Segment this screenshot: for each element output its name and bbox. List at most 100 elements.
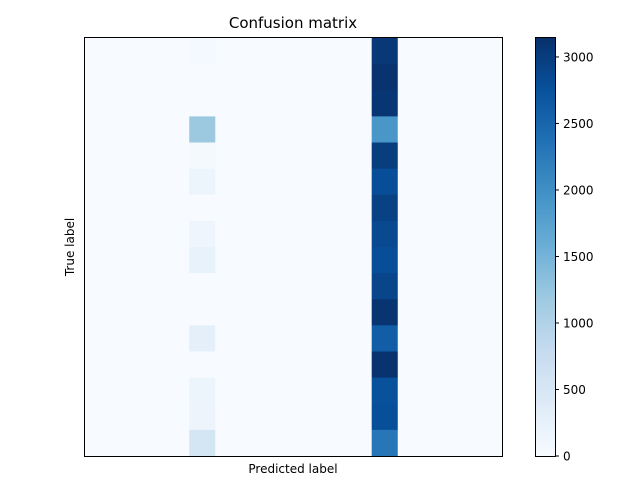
colorbar-tick-label: 500 [563, 383, 586, 397]
heatmap-cell-r10-c14 [449, 299, 477, 326]
heatmap-cell-r2-c14 [449, 90, 477, 117]
heatmap-cell-r11-c4 [189, 325, 216, 352]
heatmap-cell-r8-c15 [475, 247, 503, 274]
heatmap-cell-r1-c9 [319, 64, 347, 91]
heatmap-cell-r10-c9 [319, 299, 347, 326]
heatmap-cell-r4-c12 [397, 142, 425, 170]
heatmap-cell-r12-c7 [267, 351, 294, 379]
heatmap-cell-r1-c1 [111, 64, 138, 91]
heatmap-cell-r0-c1 [111, 38, 138, 65]
heatmap-cell-r14-c5 [215, 403, 242, 431]
heatmap-cell-r14-c11 [371, 403, 399, 431]
heatmap-cell-r15-c1 [111, 429, 138, 457]
heatmap-cell-r10-c8 [293, 299, 320, 326]
heatmap-cell-r6-c13 [423, 194, 451, 222]
heatmap-cell-r5-c9 [319, 168, 347, 196]
heatmap-cell-r2-c3 [163, 90, 190, 117]
heatmap-cell-r2-c5 [215, 90, 242, 117]
colorbar-tick-label: 3000 [563, 50, 594, 64]
heatmap-cell-r12-c0 [85, 351, 112, 379]
heatmap-cell-r0-c2 [137, 38, 164, 65]
heatmap-cell-r10-c13 [423, 299, 451, 326]
heatmap-cell-r11-c5 [215, 325, 242, 352]
heatmap-cell-r9-c0 [85, 273, 112, 300]
heatmap-cell-r2-c1 [111, 90, 138, 117]
heatmap-cell-r4-c13 [423, 142, 451, 170]
heatmap-cell-r10-c11 [371, 299, 399, 326]
heatmap-cell-r10-c6 [241, 299, 268, 326]
heatmap-cell-r5-c5 [215, 168, 242, 196]
heatmap-cell-r11-c14 [449, 325, 477, 352]
heatmap-cell-r8-c2 [137, 247, 164, 274]
heatmap-cell-r4-c7 [267, 142, 294, 170]
heatmap-cell-r9-c3 [163, 273, 190, 300]
heatmap-cell-r8-c0 [85, 247, 112, 274]
heatmap-cell-r2-c11 [371, 90, 399, 117]
heatmap-cell-r14-c7 [267, 403, 294, 431]
heatmap-cell-r1-c7 [267, 64, 294, 91]
heatmap-cell-r11-c9 [319, 325, 347, 352]
heatmap-cell-r0-c9 [319, 38, 347, 65]
heatmap-cell-r15-c10 [345, 429, 373, 457]
heatmap-cell-r1-c10 [345, 64, 373, 91]
heatmap-cell-r7-c13 [423, 220, 451, 248]
heatmap-cell-r1-c5 [215, 64, 242, 91]
heatmap-cell-r5-c0 [85, 168, 112, 196]
heatmap-cell-r9-c8 [293, 273, 320, 300]
heatmap-cell-r11-c13 [423, 325, 451, 352]
heatmap-cell-r7-c4 [189, 220, 216, 248]
heatmap-cell-r6-c11 [371, 194, 399, 222]
heatmap-cell-r14-c3 [163, 403, 190, 431]
heatmap-cell-r4-c2 [137, 142, 164, 170]
heatmap-cell-r15-c5 [215, 429, 242, 457]
heatmap-cell-r6-c3 [163, 194, 190, 222]
heatmap-cell-r7-c2 [137, 220, 164, 248]
heatmap-cell-r8-c9 [319, 247, 347, 274]
heatmap-cell-r5-c7 [267, 168, 294, 196]
heatmap-cell-r13-c10 [345, 377, 373, 405]
heatmap-cell-r10-c7 [267, 299, 294, 326]
colorbar-tick-label: 2000 [563, 183, 594, 197]
heatmap-cell-r2-c0 [85, 90, 112, 117]
heatmap-cell-r10-c4 [189, 299, 216, 326]
heatmap-cell-r10-c10 [345, 299, 373, 326]
heatmap-cell-r13-c4 [189, 377, 216, 405]
heatmap-cell-r13-c7 [267, 377, 294, 405]
heatmap-cell-r4-c15 [475, 142, 503, 170]
plot-frame [84, 37, 503, 457]
heatmap-cell-r4-c5 [215, 142, 242, 170]
heatmap-cell-r6-c4 [189, 194, 216, 222]
heatmap-cell-r8-c3 [163, 247, 190, 274]
heatmap-cell-r1-c8 [293, 64, 320, 91]
heatmap-cell-r1-c11 [371, 64, 399, 91]
heatmap-cell-r6-c12 [397, 194, 425, 222]
heatmap-cell-r11-c11 [371, 325, 399, 352]
heatmap-cell-r15-c4 [189, 429, 216, 457]
heatmap-cell-r6-c15 [475, 194, 503, 222]
heatmap-cell-r9-c2 [137, 273, 164, 300]
heatmap-cell-r12-c5 [215, 351, 242, 379]
heatmap-cell-r1-c15 [475, 64, 503, 91]
heatmap-cell-r6-c14 [449, 194, 477, 222]
heatmap-cell-r1-c2 [137, 64, 164, 91]
heatmap-cell-r9-c13 [423, 273, 451, 300]
heatmap-cell-r10-c12 [397, 299, 425, 326]
heatmap-cell-r0-c10 [345, 38, 373, 65]
heatmap-cell-r7-c15 [475, 220, 503, 248]
heatmap-cell-r4-c6 [241, 142, 268, 170]
heatmap-cell-r11-c10 [345, 325, 373, 352]
heatmap-cell-r14-c8 [293, 403, 320, 431]
heatmap-cell-r0-c5 [215, 38, 242, 65]
heatmap-cell-r13-c1 [111, 377, 138, 405]
heatmap-cell-r3-c9 [319, 116, 347, 143]
heatmap-cell-r13-c2 [137, 377, 164, 405]
heatmap-cell-r10-c15 [475, 299, 503, 326]
heatmap-cell-r15-c7 [267, 429, 294, 457]
heatmap-cell-r1-c0 [85, 64, 112, 91]
heatmap-cell-r2-c2 [137, 90, 164, 117]
heatmap-cell-r3-c13 [423, 116, 451, 143]
heatmap-cell-r8-c1 [111, 247, 138, 274]
heatmap-cell-r8-c14 [449, 247, 477, 274]
heatmap-cell-r10-c2 [137, 299, 164, 326]
colorbar-tick-label: 2500 [563, 117, 594, 131]
